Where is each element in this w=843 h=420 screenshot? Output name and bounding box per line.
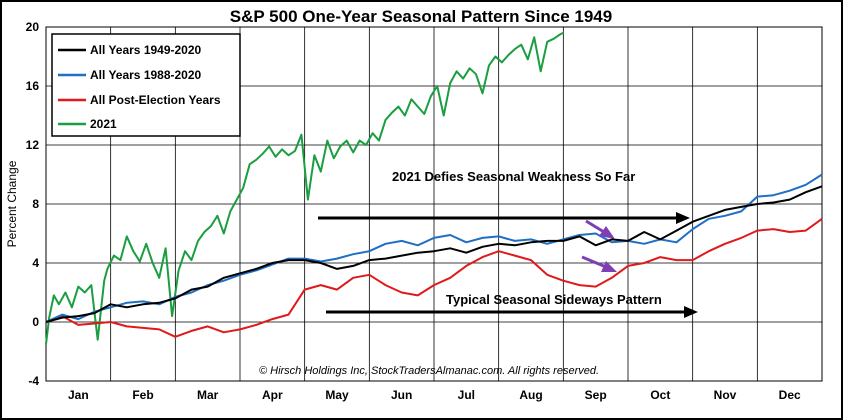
annotation-defies: 2021 Defies Seasonal Weakness So Far bbox=[392, 169, 635, 184]
chart-title: S&P 500 One-Year Seasonal Pattern Since … bbox=[230, 7, 612, 26]
y-axis-ticks: -4 0 4 8 12 16 20 bbox=[26, 20, 40, 388]
x-axis-ticks: Jan Feb Mar Apr May Jun Jul Aug Sep Oct Nov Dec bbox=[68, 388, 801, 402]
purple-arrow-upper bbox=[585, 219, 615, 239]
legend-label-1988: All Years 1988-2020 bbox=[90, 68, 202, 82]
y-tick-label: 12 bbox=[26, 138, 40, 152]
legend: All Years 1949-2020 All Years 1988-2020 … bbox=[51, 33, 241, 137]
arrow-lower bbox=[326, 306, 698, 318]
y-tick-label: -4 bbox=[28, 374, 39, 388]
y-tick-label: 16 bbox=[26, 79, 40, 93]
x-tick-label: Jul bbox=[458, 388, 475, 402]
legend-label-post-election: All Post-Election Years bbox=[90, 93, 221, 107]
copyright-note: © Hirsch Holdings Inc, StockTradersAlman… bbox=[259, 365, 599, 377]
legend-label-all-years: All Years 1949-2020 bbox=[90, 43, 202, 57]
y-tick-label: 4 bbox=[32, 256, 39, 270]
x-tick-label: May bbox=[325, 388, 349, 402]
purple-arrow-lower bbox=[581, 255, 617, 272]
x-tick-label: Apr bbox=[262, 388, 283, 402]
y-tick-label: 8 bbox=[32, 197, 39, 211]
x-tick-label: Oct bbox=[650, 388, 670, 402]
y-tick-label: 20 bbox=[26, 20, 40, 34]
x-tick-label: Nov bbox=[714, 388, 737, 402]
annotation-sideways: Typical Seasonal Sideways Pattern bbox=[446, 292, 662, 307]
x-tick-label: Sep bbox=[585, 388, 607, 402]
series-line-all-post-election-years bbox=[45, 217, 823, 338]
y-tick-label: 0 bbox=[32, 315, 39, 329]
x-tick-label: Jan bbox=[68, 388, 89, 402]
series-line-all-years-1988-2020 bbox=[45, 173, 823, 323]
x-tick-label: Aug bbox=[519, 388, 542, 402]
x-tick-label: Feb bbox=[132, 388, 153, 402]
arrow-upper bbox=[318, 212, 690, 224]
series-group bbox=[45, 31, 823, 345]
x-tick-label: Dec bbox=[779, 388, 801, 402]
y-axis-label: Percent Change bbox=[5, 160, 19, 247]
x-tick-label: Jun bbox=[391, 388, 412, 402]
x-tick-label: Mar bbox=[197, 388, 219, 402]
series-line-all-years-1949-2020 bbox=[45, 185, 823, 323]
series-line-2021 bbox=[45, 31, 564, 345]
legend-label-2021: 2021 bbox=[90, 117, 117, 131]
